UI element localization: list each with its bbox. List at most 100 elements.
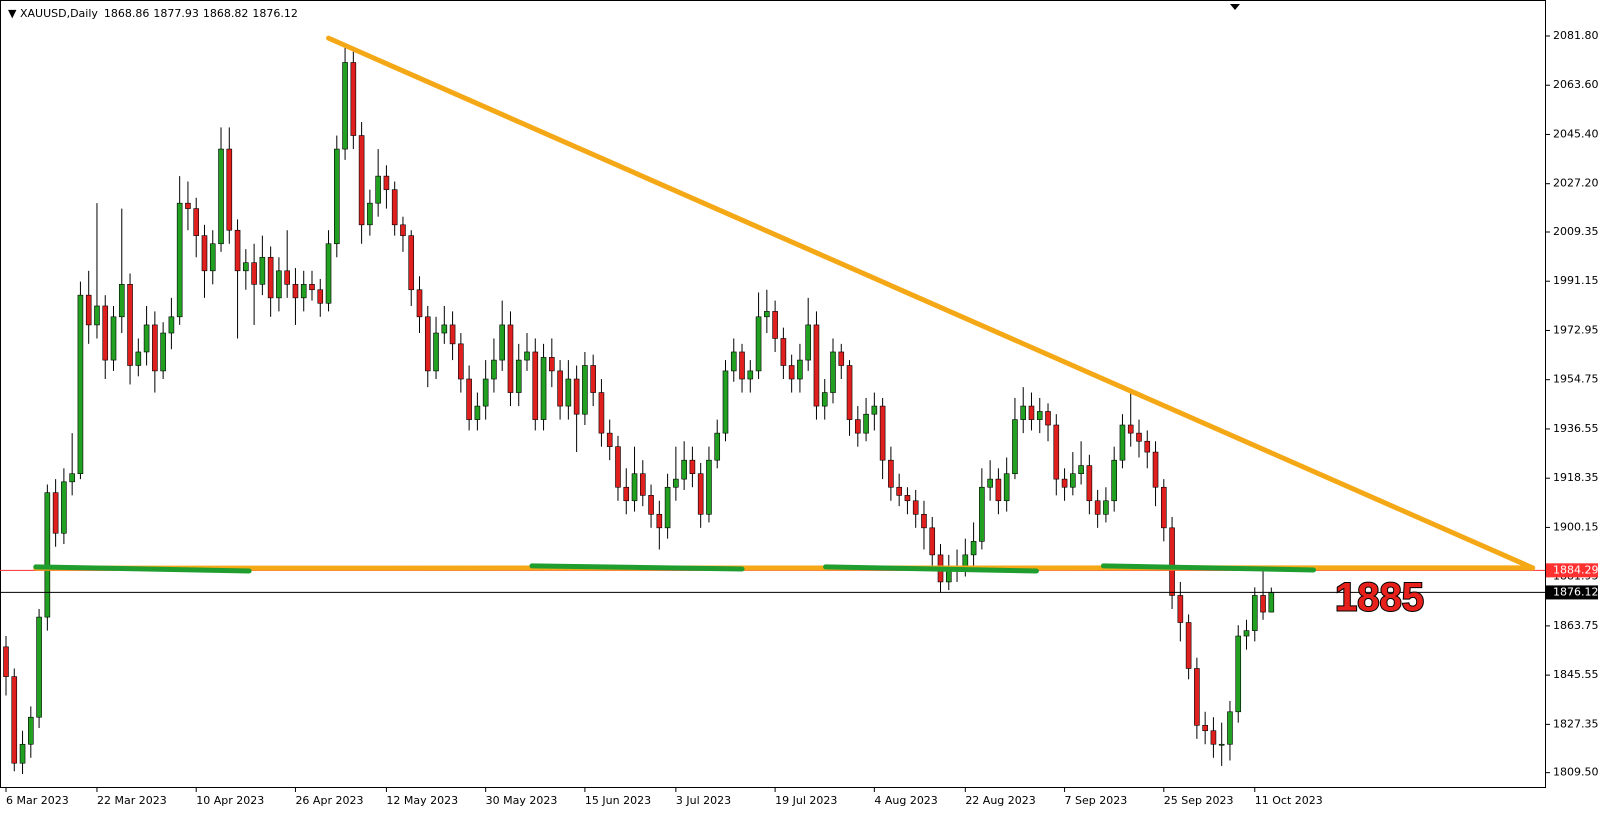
candle-body [772, 311, 778, 339]
y-tick-label: 2027.20 [1553, 177, 1599, 190]
candle-body [656, 513, 663, 529]
candle-body [1161, 486, 1167, 529]
candle-body [1020, 405, 1027, 420]
candle-body [1078, 465, 1084, 475]
candle-body [1194, 668, 1200, 726]
trend-line [326, 35, 1536, 571]
candle-body [797, 359, 803, 380]
candle-body [681, 459, 687, 480]
candle-body [424, 316, 431, 372]
candle-body [201, 235, 208, 272]
candle-body [342, 62, 348, 150]
candle-body [1210, 730, 1217, 745]
x-tick-label: 30 May 2023 [486, 794, 558, 807]
price-box [1546, 585, 1598, 600]
x-tick-label: 11 Oct 2023 [1255, 794, 1323, 807]
candle-body [499, 324, 506, 361]
candle-body [110, 316, 117, 361]
candle-body [1251, 595, 1258, 631]
candle-body [94, 305, 100, 326]
candle-body [391, 189, 398, 226]
candle-body [259, 256, 266, 285]
candle-body [838, 351, 845, 366]
candle-body [912, 500, 919, 515]
candle-body [639, 473, 646, 496]
candle-body [292, 284, 299, 299]
candle-body [1260, 595, 1266, 613]
support-line [1100, 563, 1316, 573]
candle-body [433, 332, 439, 372]
x-tick-label: 3 Jul 2023 [676, 794, 731, 807]
support-line [529, 563, 745, 572]
candle-body [689, 459, 696, 475]
x-tick-label: 25 Sep 2023 [1164, 794, 1234, 807]
candle-body [565, 378, 572, 407]
candle-body [11, 676, 18, 764]
candle-body [780, 338, 787, 366]
x-tick-label: 7 Sep 2023 [1065, 794, 1128, 807]
candle-body [152, 324, 158, 372]
level-label: 1884.29 [1553, 563, 1599, 576]
y-tick-label: 2045.40 [1553, 127, 1599, 140]
candle-body [623, 486, 630, 502]
y-tick-label: 2081.80 [1553, 29, 1599, 42]
candle-body [1036, 411, 1043, 420]
support-line [33, 564, 252, 574]
candle-body [995, 478, 1002, 502]
y-tick-label: 1972.95 [1553, 323, 1599, 336]
y-tick-label: 1936.55 [1553, 422, 1599, 435]
candle-body [1094, 500, 1101, 515]
close: 1876.12 [252, 7, 298, 20]
candle-body [449, 324, 456, 345]
candle-body [515, 359, 522, 393]
support-line [823, 564, 1039, 574]
candle-body [143, 324, 150, 353]
candle-body [821, 392, 828, 407]
y-tick-label: 1809.50 [1553, 766, 1599, 779]
candle-body [1045, 411, 1051, 426]
candle-body [408, 235, 415, 291]
y-tick-label: 1827.35 [1553, 717, 1599, 730]
candle-body [549, 357, 555, 372]
y-tick-label: 1954.75 [1553, 373, 1599, 386]
candle-body [209, 243, 216, 272]
candle-body [1268, 592, 1275, 613]
candle-body [28, 716, 34, 745]
candle-body [458, 343, 464, 380]
candle-body [664, 486, 671, 529]
candle-body [1218, 743, 1225, 746]
x-tick-label: 22 Aug 2023 [965, 794, 1035, 807]
candle-body [491, 359, 497, 380]
candle-body [813, 324, 820, 407]
candle-body [441, 324, 448, 334]
candle-body [234, 229, 241, 272]
candle-body [846, 365, 853, 420]
candle-body [309, 284, 315, 291]
candle-body [1227, 711, 1233, 745]
candle-body [573, 378, 580, 415]
candle-body [466, 378, 472, 420]
candle-body [673, 478, 679, 488]
candle-body [730, 351, 737, 372]
candle-body [921, 513, 927, 529]
candle-body [185, 202, 191, 209]
candle-body [855, 419, 861, 434]
candle-body [3, 646, 9, 677]
candle-body [879, 405, 886, 461]
plot-frame [0, 0, 1546, 788]
candle-body [970, 541, 977, 556]
candle-body [1111, 459, 1117, 502]
annotation: 1885 [1335, 576, 1424, 620]
candle-body [69, 473, 75, 483]
candle-body [606, 432, 613, 447]
symbol: XAUUSD,Daily [20, 7, 98, 20]
candle-body [524, 351, 530, 361]
candle-body [276, 270, 282, 299]
candle-body [474, 405, 481, 420]
candle-body [987, 478, 993, 488]
candle-body [300, 284, 307, 299]
candle-body [1144, 440, 1151, 453]
candle-body [350, 62, 357, 136]
candle-body [697, 473, 704, 515]
candle-body [218, 148, 224, 245]
